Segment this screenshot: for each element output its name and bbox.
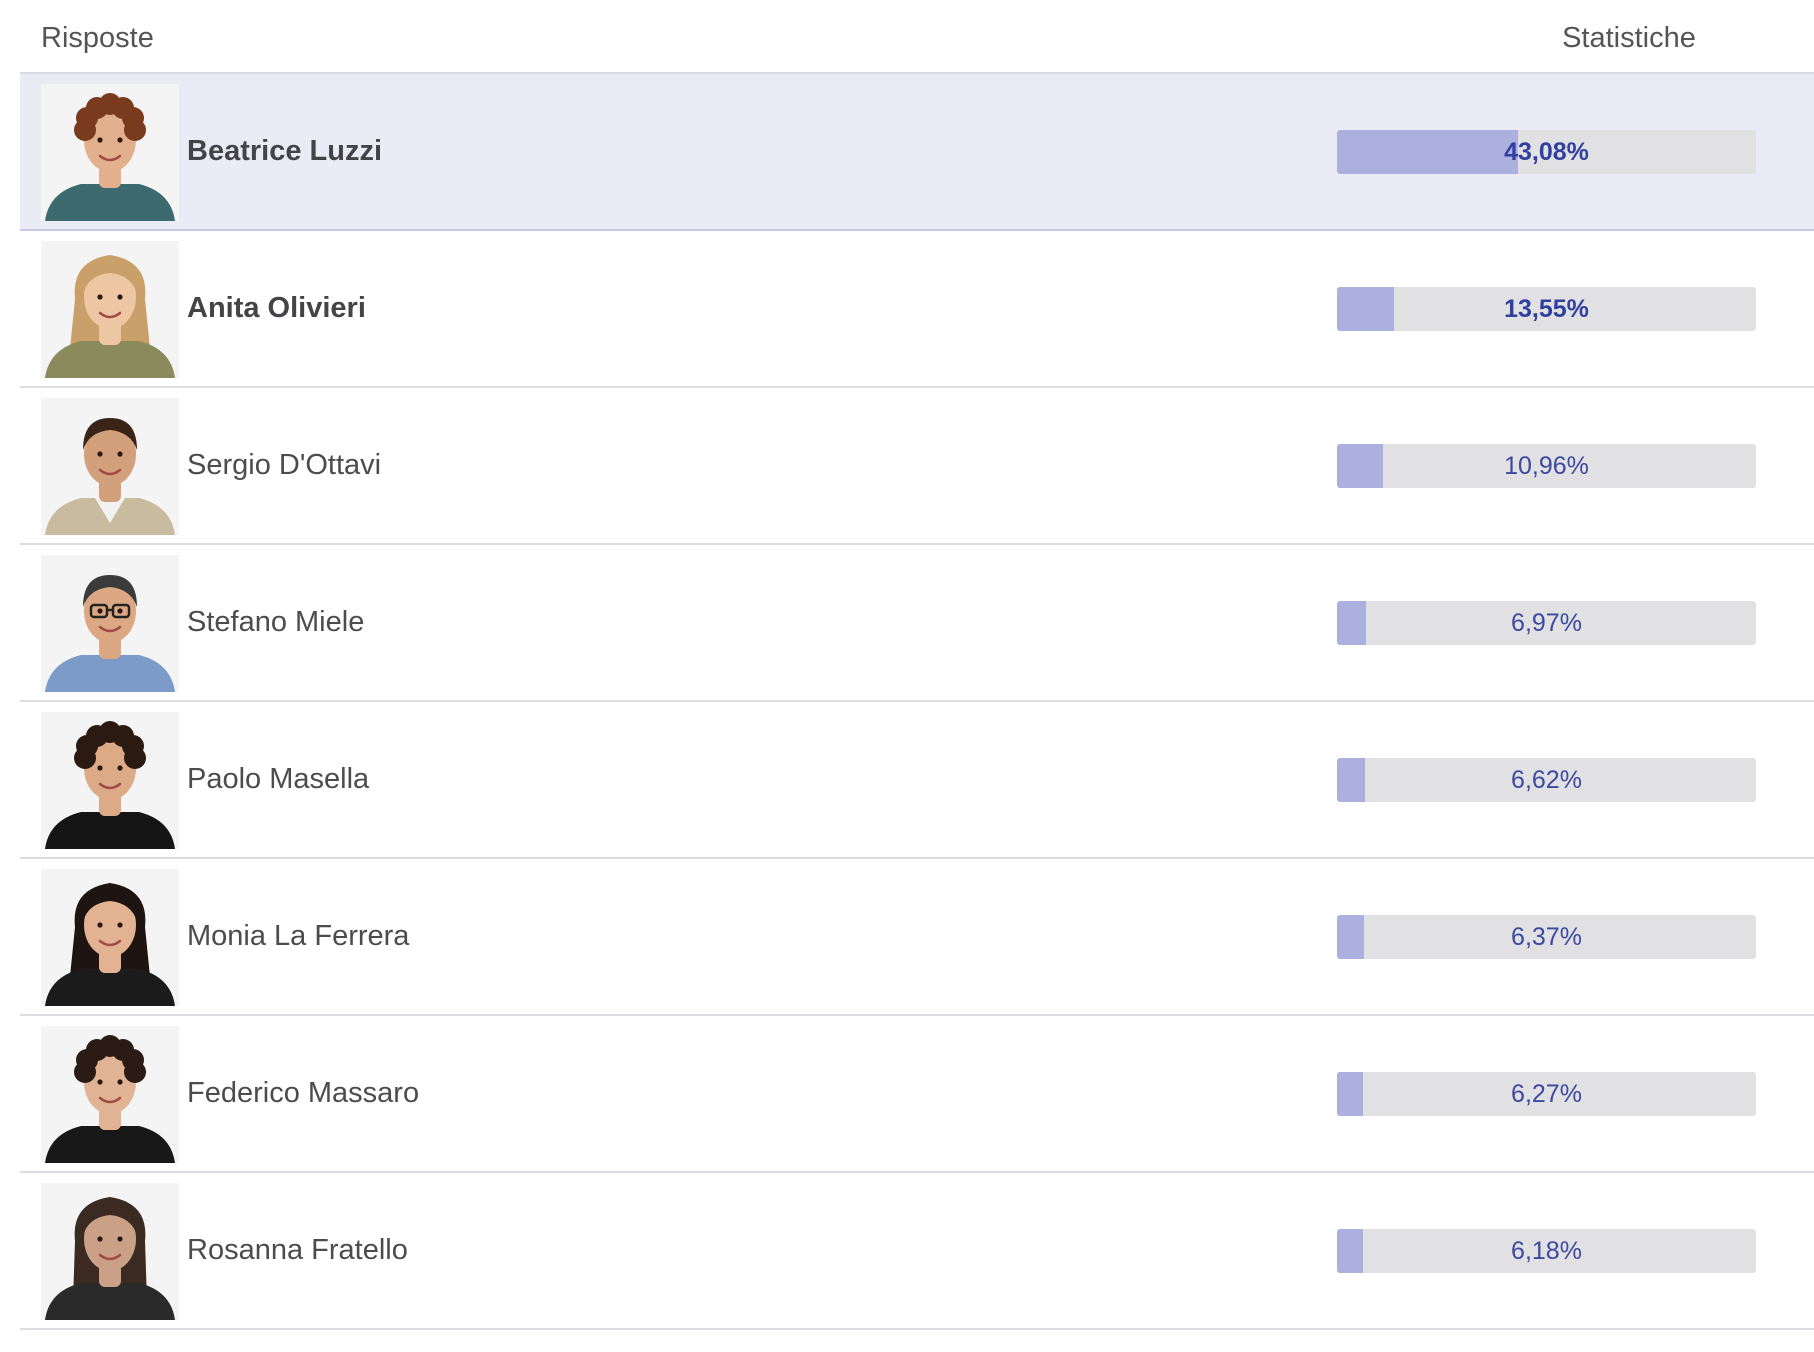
percentage-bar-fill <box>1337 758 1365 802</box>
answer-row: Rosanna Fratello 6,18% <box>20 1173 1814 1330</box>
percentage-bar: 6,62% <box>1337 758 1756 802</box>
percentage-label: 13,55% <box>1504 295 1589 323</box>
percentage-bar-fill <box>1337 287 1394 331</box>
percentage-bar: 6,18% <box>1337 1229 1756 1273</box>
poll-rows: Beatrice Luzzi 43,08% Anita Olivieri 13,55%… <box>20 74 1814 1330</box>
percentage-bar: 13,55% <box>1337 287 1756 331</box>
percentage-bar-fill <box>1337 601 1367 645</box>
percentage-label: 6,37% <box>1511 923 1582 951</box>
answer-name: Beatrice Luzzi <box>187 135 382 167</box>
statistics-column-header: Statistiche <box>1562 22 1696 54</box>
percentage-bar-fill <box>1337 1072 1364 1116</box>
answer-row: Monia La Ferrera 6,37% <box>20 859 1814 1016</box>
answer-row: Stefano Miele 6,97% <box>20 545 1814 702</box>
percentage-bar-fill <box>1337 1229 1363 1273</box>
avatar <box>41 84 179 221</box>
percentage-label: 43,08% <box>1504 138 1589 166</box>
avatar <box>41 555 179 692</box>
avatar <box>41 1026 179 1163</box>
answer-row: Anita Olivieri 13,55% <box>20 231 1814 388</box>
percentage-bar: 6,27% <box>1337 1072 1756 1116</box>
answer-name: Federico Massaro <box>187 1077 420 1109</box>
avatar <box>41 712 179 849</box>
answer-name: Rosanna Fratello <box>187 1234 408 1266</box>
answer-name: Anita Olivieri <box>187 292 366 324</box>
poll-header: Risposte Statistiche <box>20 0 1814 74</box>
percentage-bar: 6,97% <box>1337 601 1756 645</box>
percentage-bar-fill <box>1337 915 1364 959</box>
avatar <box>41 1183 179 1320</box>
answer-row: Sergio D'Ottavi 10,96% <box>20 388 1814 545</box>
percentage-bar: 10,96% <box>1337 444 1756 488</box>
answer-row: Beatrice Luzzi 43,08% <box>20 74 1814 231</box>
percentage-bar: 6,37% <box>1337 915 1756 959</box>
answer-row: Federico Massaro 6,27% <box>20 1016 1814 1173</box>
answer-row: Paolo Masella 6,62% <box>20 702 1814 859</box>
percentage-label: 6,97% <box>1511 609 1582 637</box>
percentage-label: 6,62% <box>1511 766 1582 794</box>
percentage-label: 6,18% <box>1511 1237 1582 1265</box>
answer-name: Paolo Masella <box>187 763 370 795</box>
percentage-bar-fill <box>1337 130 1518 174</box>
poll-results: Risposte Statistiche Beatrice Luzzi 43,08… <box>20 0 1814 1330</box>
answer-name: Sergio D'Ottavi <box>187 449 382 481</box>
percentage-label: 6,27% <box>1511 1080 1582 1108</box>
avatar <box>41 869 179 1006</box>
answers-column-header: Risposte <box>41 22 154 54</box>
answer-name: Stefano Miele <box>187 606 365 638</box>
avatar <box>41 241 179 378</box>
percentage-bar: 43,08% <box>1337 130 1756 174</box>
percentage-label: 10,96% <box>1504 452 1589 480</box>
avatar <box>41 398 179 535</box>
answer-name: Monia La Ferrera <box>187 920 410 952</box>
percentage-bar-fill <box>1337 444 1383 488</box>
